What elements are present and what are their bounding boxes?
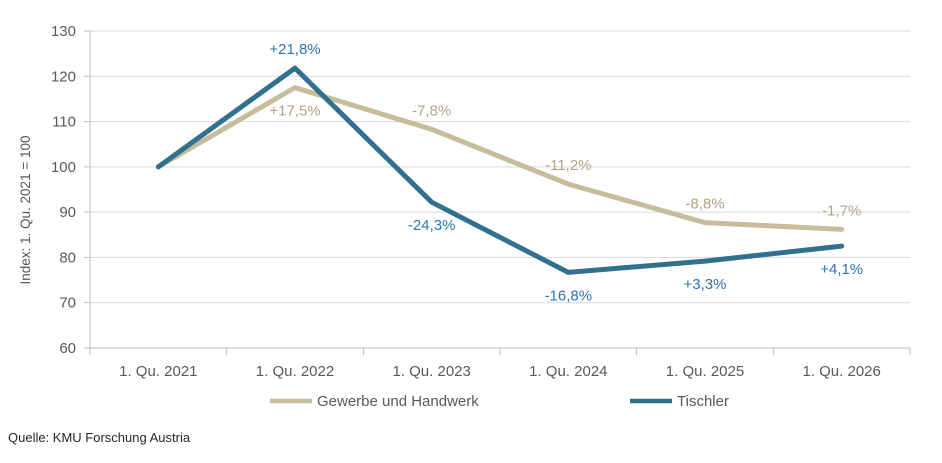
data-label: -24,3%: [408, 217, 456, 234]
y-axis-title: Index: 1. Qu. 2021 = 100: [18, 136, 33, 285]
data-label: +4,1%: [820, 261, 863, 278]
source-note: Quelle: KMU Forschung Austria: [8, 430, 191, 445]
x-axis-category-label: 1. Qu. 2025: [666, 363, 744, 380]
x-axis-category-label: 1. Qu. 2022: [256, 363, 334, 380]
data-label: -16,8%: [545, 287, 593, 304]
x-axis-category-label: 1. Qu. 2024: [529, 363, 607, 380]
y-axis-tick-label: 60: [59, 340, 76, 357]
y-axis-tick-label: 70: [59, 295, 76, 312]
data-label: -7,8%: [412, 102, 451, 119]
data-label: -8,8%: [685, 196, 724, 213]
legend-item-gewerbe-und-handwerk: Gewerbe und Handwerk: [270, 393, 479, 410]
y-axis-tick-label: 110: [52, 114, 76, 131]
data-label: +21,8%: [269, 41, 320, 58]
y-axis-tick-label: 80: [59, 249, 76, 266]
y-axis-tick-label: 90: [59, 204, 76, 221]
x-axis-category-label: 1. Qu. 2021: [119, 363, 197, 380]
y-axis-tick-label: 100: [51, 159, 76, 176]
y-axis-tick-label: 120: [51, 68, 76, 85]
legend-label-gewerbe-und-handwerk: Gewerbe und Handwerk: [317, 393, 479, 410]
line-chart-svg: 60 70 80 90 100 110 120 130 1. Qu. 2021 1. Qu. 20…: [18, 23, 911, 410]
data-label: -1,7%: [822, 202, 861, 219]
legend-item-tischler: Tischler: [630, 393, 729, 410]
x-axis-category-label: 1. Qu. 2023: [392, 363, 470, 380]
y-axis-tick-label: 130: [51, 23, 76, 40]
data-label: -11,2%: [545, 157, 591, 174]
data-label: +17,5%: [269, 103, 320, 120]
data-label: +3,3%: [684, 276, 727, 293]
series-line-gewerbe-und-handwerk: [155, 85, 845, 232]
x-axis-category-label: 1. Qu. 2026: [802, 363, 880, 380]
series-line-tischler: [155, 65, 845, 275]
line-chart: 60 70 80 90 100 110 120 130 1. Qu. 2021 1. Qu. 20…: [18, 23, 911, 410]
legend-label-tischler: Tischler: [677, 393, 729, 410]
